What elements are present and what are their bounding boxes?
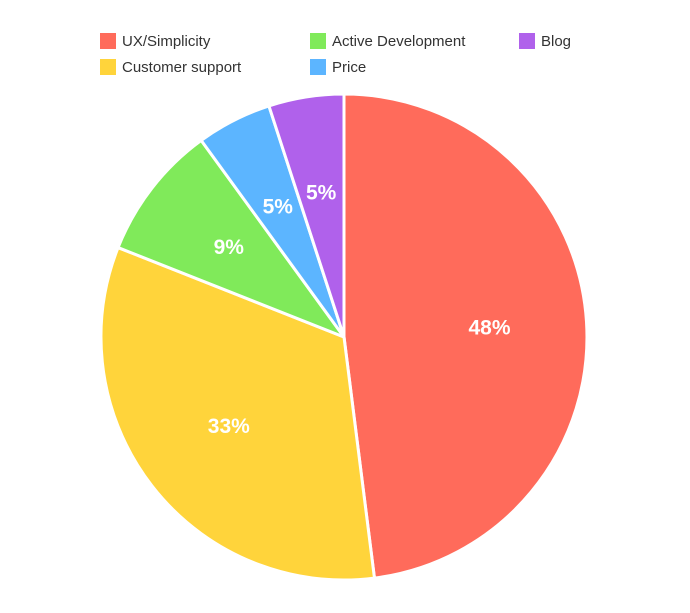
legend-label-ux-simplicity: UX/Simplicity bbox=[122, 32, 211, 50]
slice-label-customer-support: 33% bbox=[208, 415, 250, 438]
legend-label-blog: Blog bbox=[541, 32, 572, 50]
legend-item-active-development[interactable]: Active Development bbox=[310, 31, 465, 51]
legend-label-price: Price bbox=[332, 58, 367, 76]
legend-swatch-ux-simplicity bbox=[100, 33, 116, 49]
slice-label-active-development: 9% bbox=[214, 236, 245, 259]
legend-item-ux-simplicity[interactable]: UX/Simplicity bbox=[100, 31, 210, 51]
pie-slice-customer-support[interactable] bbox=[99, 246, 376, 582]
legend-item-price[interactable]: Price bbox=[310, 57, 366, 77]
legend-swatch-price bbox=[310, 59, 326, 75]
legend-item-blog[interactable]: Blog bbox=[519, 31, 571, 51]
legend-swatch-blog bbox=[519, 33, 535, 49]
legend-swatch-active-development bbox=[310, 33, 326, 49]
pie-slice-active-development[interactable] bbox=[116, 138, 346, 339]
legend-label-active-development: Active Development bbox=[332, 32, 466, 50]
slice-label-price: 5% bbox=[263, 196, 294, 219]
pie-slice-ux-simplicity[interactable] bbox=[342, 92, 589, 580]
legend-label-customer-support: Customer support bbox=[122, 58, 242, 76]
legend-item-customer-support[interactable]: Customer support bbox=[100, 57, 241, 77]
pie-slice-blog[interactable] bbox=[267, 92, 346, 339]
slice-label-blog: 5% bbox=[306, 182, 337, 205]
legend-swatch-customer-support bbox=[100, 59, 116, 75]
slice-label-ux-simplicity: 48% bbox=[468, 316, 510, 339]
